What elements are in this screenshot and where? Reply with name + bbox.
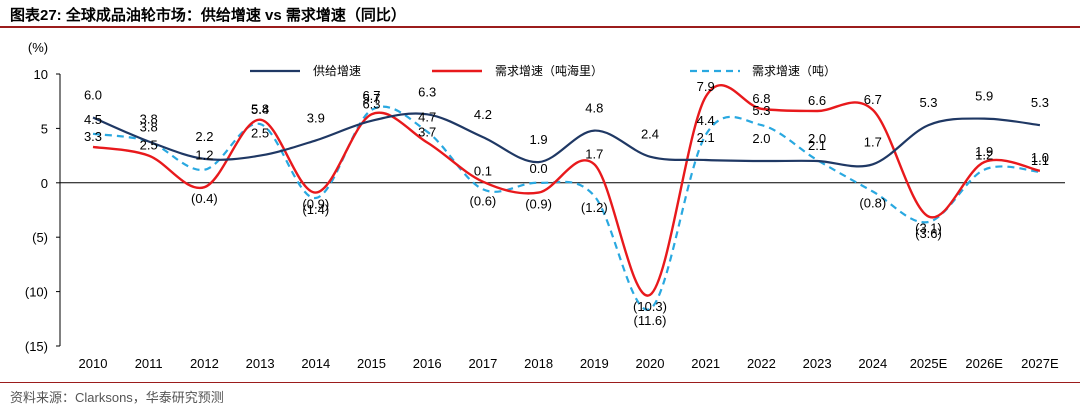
data-label-demand-ton: 4.4 <box>697 113 715 128</box>
x-tick-label: 2027E <box>1021 356 1059 371</box>
data-label-demand-tonmile: 6.7 <box>864 92 882 107</box>
data-label-demand-ton: 3.8 <box>140 119 158 134</box>
data-label-demand-tonmile: 0.1 <box>474 164 492 179</box>
x-tick-label: 2025E <box>910 356 948 371</box>
data-label-supply: 1.7 <box>864 134 882 149</box>
data-label-demand-ton: 4.7 <box>418 110 436 125</box>
data-label-demand-tonmile: (0.9) <box>525 197 552 212</box>
x-tick-label: 2013 <box>246 356 275 371</box>
series-line-demand-tonmile <box>92 84 1041 297</box>
chart-title: 图表27: 全球成品油轮市场：供给增速 vs 需求增速（同比） <box>10 7 406 24</box>
data-label-supply: 3.8 <box>140 111 158 126</box>
chart-legend: 供给增速 需求增速（吨海里） 需求增速（吨） <box>250 63 836 78</box>
data-label-supply: 2.5 <box>251 126 269 141</box>
y-axis-unit: (%) <box>28 40 48 55</box>
data-label-supply: 5.3 <box>919 95 937 110</box>
x-tick-label: 2026E <box>965 356 1003 371</box>
data-label-demand-tonmile: (0.9) <box>302 197 329 212</box>
data-label-demand-tonmile: 3.7 <box>418 125 436 140</box>
x-tick-label: 2015 <box>357 356 386 371</box>
chart-series <box>92 84 1041 311</box>
x-tick-label: 2014 <box>301 356 330 371</box>
data-label-demand-tonmile: 6.3 <box>362 96 380 111</box>
title-rule <box>0 26 1080 28</box>
data-label-demand-tonmile: 6.6 <box>808 93 826 108</box>
source-note: 资料来源：Clarksons，华泰研究预测 <box>10 390 224 405</box>
data-label-supply: 3.9 <box>307 110 325 125</box>
x-tick-label: 2020 <box>636 356 665 371</box>
legend-label-demand-ton: 需求增速（吨） <box>752 64 836 78</box>
chart-axes: (%) 10 5 0 (5) (10) (15) 2010 2011 2012 2013 2014 20… <box>25 40 1065 371</box>
y-tick-label: (10) <box>25 285 48 300</box>
data-label-supply: 2.1 <box>697 130 715 145</box>
series-line-demand-ton <box>92 105 1041 311</box>
data-label-demand-ton: (1.4) <box>302 202 329 217</box>
x-tick-label: 2018 <box>524 356 553 371</box>
x-tick-label: 2019 <box>580 356 609 371</box>
data-label-supply: 6.3 <box>418 84 436 99</box>
data-label-supply: 5.7 <box>362 91 380 106</box>
data-label-supply: 5.9 <box>975 89 993 104</box>
x-tick-label: 2022 <box>747 356 776 371</box>
data-label-demand-tonmile: (0.4) <box>191 191 218 206</box>
x-tick-label: 2017 <box>468 356 497 371</box>
x-tick-label: 2024 <box>858 356 887 371</box>
data-label-supply: 2.0 <box>752 131 770 146</box>
data-label-supply: 2.0 <box>808 131 826 146</box>
data-label-demand-ton: 2.1 <box>808 138 826 153</box>
y-tick-label: 10 <box>34 67 48 82</box>
data-label-demand-ton: (1.2) <box>581 200 608 215</box>
data-label-supply: 6.0 <box>84 88 102 103</box>
data-label-supply: 4.8 <box>585 101 603 116</box>
chart-data-labels: 6.03.82.2 2.53.95.7 6.34.21.94.82.4 2.1 2.0 2… <box>84 79 1049 328</box>
legend-label-supply: 供给增速 <box>313 64 361 78</box>
x-tick-label: 2012 <box>190 356 219 371</box>
y-tick-label: 0 <box>41 176 48 191</box>
data-label-demand-tonmile: 1.1 <box>1031 153 1049 168</box>
x-tick-label: 2021 <box>691 356 720 371</box>
data-label-demand-ton: 0.0 <box>530 161 548 176</box>
data-label-demand-tonmile: 5.8 <box>251 102 269 117</box>
footer-rule <box>0 382 1080 383</box>
data-label-demand-tonmile: (10.3) <box>633 299 667 314</box>
data-label-demand-tonmile: 3.3 <box>84 129 102 144</box>
legend-label-demand-tonmile: 需求增速（吨海里） <box>495 63 603 78</box>
y-tick-label: (5) <box>32 230 48 245</box>
data-label-demand-ton: 5.3 <box>752 103 770 118</box>
data-label-demand-tonmile: (3.1) <box>915 221 942 236</box>
data-label-demand-tonmile: 6.8 <box>752 91 770 106</box>
x-tick-label: 2010 <box>79 356 108 371</box>
data-label-supply: 4.2 <box>474 107 492 122</box>
x-tick-label: 2011 <box>135 356 163 371</box>
data-label-demand-tonmile: 2.5 <box>140 138 158 153</box>
data-label-demand-ton: (0.8) <box>859 196 886 211</box>
y-tick-label: 5 <box>41 121 48 136</box>
data-label-supply: 2.4 <box>641 127 659 142</box>
data-label-demand-ton: 5.4 <box>251 102 269 117</box>
x-tick-label: 2023 <box>803 356 832 371</box>
data-label-demand-ton: 6.7 <box>362 88 380 103</box>
y-tick-label: (15) <box>25 339 48 354</box>
data-label-supply: 2.2 <box>195 129 213 144</box>
data-label-demand-ton: (3.6) <box>915 226 942 241</box>
data-label-demand-ton: (0.6) <box>470 193 497 208</box>
data-label-demand-ton: 4.5 <box>84 112 102 127</box>
data-label-demand-ton: 1.2 <box>195 148 213 163</box>
x-tick-label: 2016 <box>413 356 442 371</box>
data-label-supply: 5.3 <box>1031 95 1049 110</box>
data-label-demand-ton: 1.2 <box>975 148 993 163</box>
data-label-demand-tonmile: 1.9 <box>975 144 993 159</box>
data-label-demand-ton: 1.0 <box>1031 150 1049 165</box>
data-label-demand-tonmile: 7.9 <box>697 79 715 94</box>
data-label-demand-tonmile: 1.7 <box>585 146 603 161</box>
line-chart: (%) 10 5 0 (5) (10) (15) 2010 2011 2012 2013 2014 20… <box>25 40 1065 371</box>
series-line-supply <box>92 112 1041 168</box>
data-label-demand-ton: (11.6) <box>634 313 667 328</box>
data-label-supply: 1.9 <box>530 132 548 147</box>
